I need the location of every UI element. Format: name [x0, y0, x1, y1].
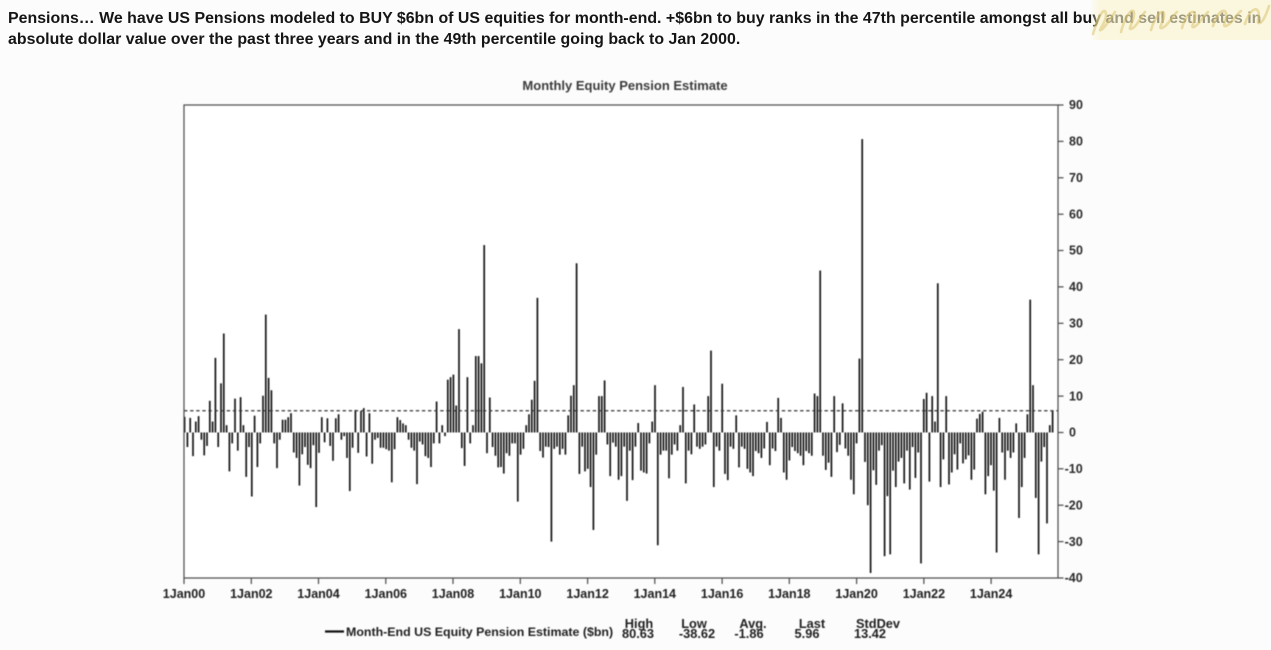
svg-text:Monthly Equity Pension Estimat: Monthly Equity Pension Estimate	[522, 78, 727, 93]
svg-text:40: 40	[1069, 280, 1083, 294]
svg-text:-10: -10	[1065, 462, 1083, 476]
svg-text:1Jan16: 1Jan16	[701, 587, 743, 601]
svg-text:1Jan02: 1Jan02	[230, 587, 272, 601]
svg-text:1Jan24: 1Jan24	[970, 587, 1012, 601]
svg-text:30: 30	[1069, 317, 1083, 331]
svg-text:60: 60	[1069, 207, 1083, 221]
svg-text:1Jan00: 1Jan00	[163, 587, 205, 601]
svg-text:Avg.: Avg.	[739, 616, 766, 631]
svg-text:-30: -30	[1065, 535, 1083, 549]
svg-text:1Jan20: 1Jan20	[835, 587, 877, 601]
svg-text:1Jan12: 1Jan12	[566, 587, 608, 601]
svg-text:1Jan06: 1Jan06	[365, 587, 407, 601]
svg-text:High: High	[625, 616, 654, 631]
svg-text:Low: Low	[681, 616, 707, 631]
svg-text:Month-End US Equity Pension Es: Month-End US Equity Pension Estimate ($b…	[346, 625, 613, 639]
svg-text:StdDev: StdDev	[856, 616, 901, 631]
svg-text:1Jan10: 1Jan10	[499, 587, 541, 601]
svg-text:90: 90	[1069, 98, 1083, 112]
svg-text:20: 20	[1069, 353, 1083, 367]
svg-text:-1.86: -1.86	[734, 626, 763, 641]
svg-text:Last: Last	[799, 616, 826, 631]
svg-text:70: 70	[1069, 171, 1083, 185]
svg-text:-38.62: -38.62	[679, 626, 715, 641]
svg-text:-40: -40	[1065, 571, 1083, 585]
svg-text:1Jan18: 1Jan18	[768, 587, 810, 601]
svg-text:1Jan14: 1Jan14	[634, 587, 676, 601]
svg-text:50: 50	[1069, 244, 1083, 258]
svg-text:1Jan22: 1Jan22	[903, 587, 945, 601]
svg-text:80.63: 80.63	[622, 626, 654, 641]
svg-text:1Jan08: 1Jan08	[432, 587, 474, 601]
svg-text:5.96: 5.96	[795, 626, 820, 641]
svg-text:-20: -20	[1065, 498, 1083, 512]
svg-text:10: 10	[1069, 389, 1083, 403]
svg-text:80: 80	[1069, 135, 1083, 149]
svg-text:0: 0	[1069, 426, 1076, 440]
svg-text:13.42: 13.42	[854, 626, 886, 641]
svg-text:1Jan04: 1Jan04	[297, 587, 339, 601]
